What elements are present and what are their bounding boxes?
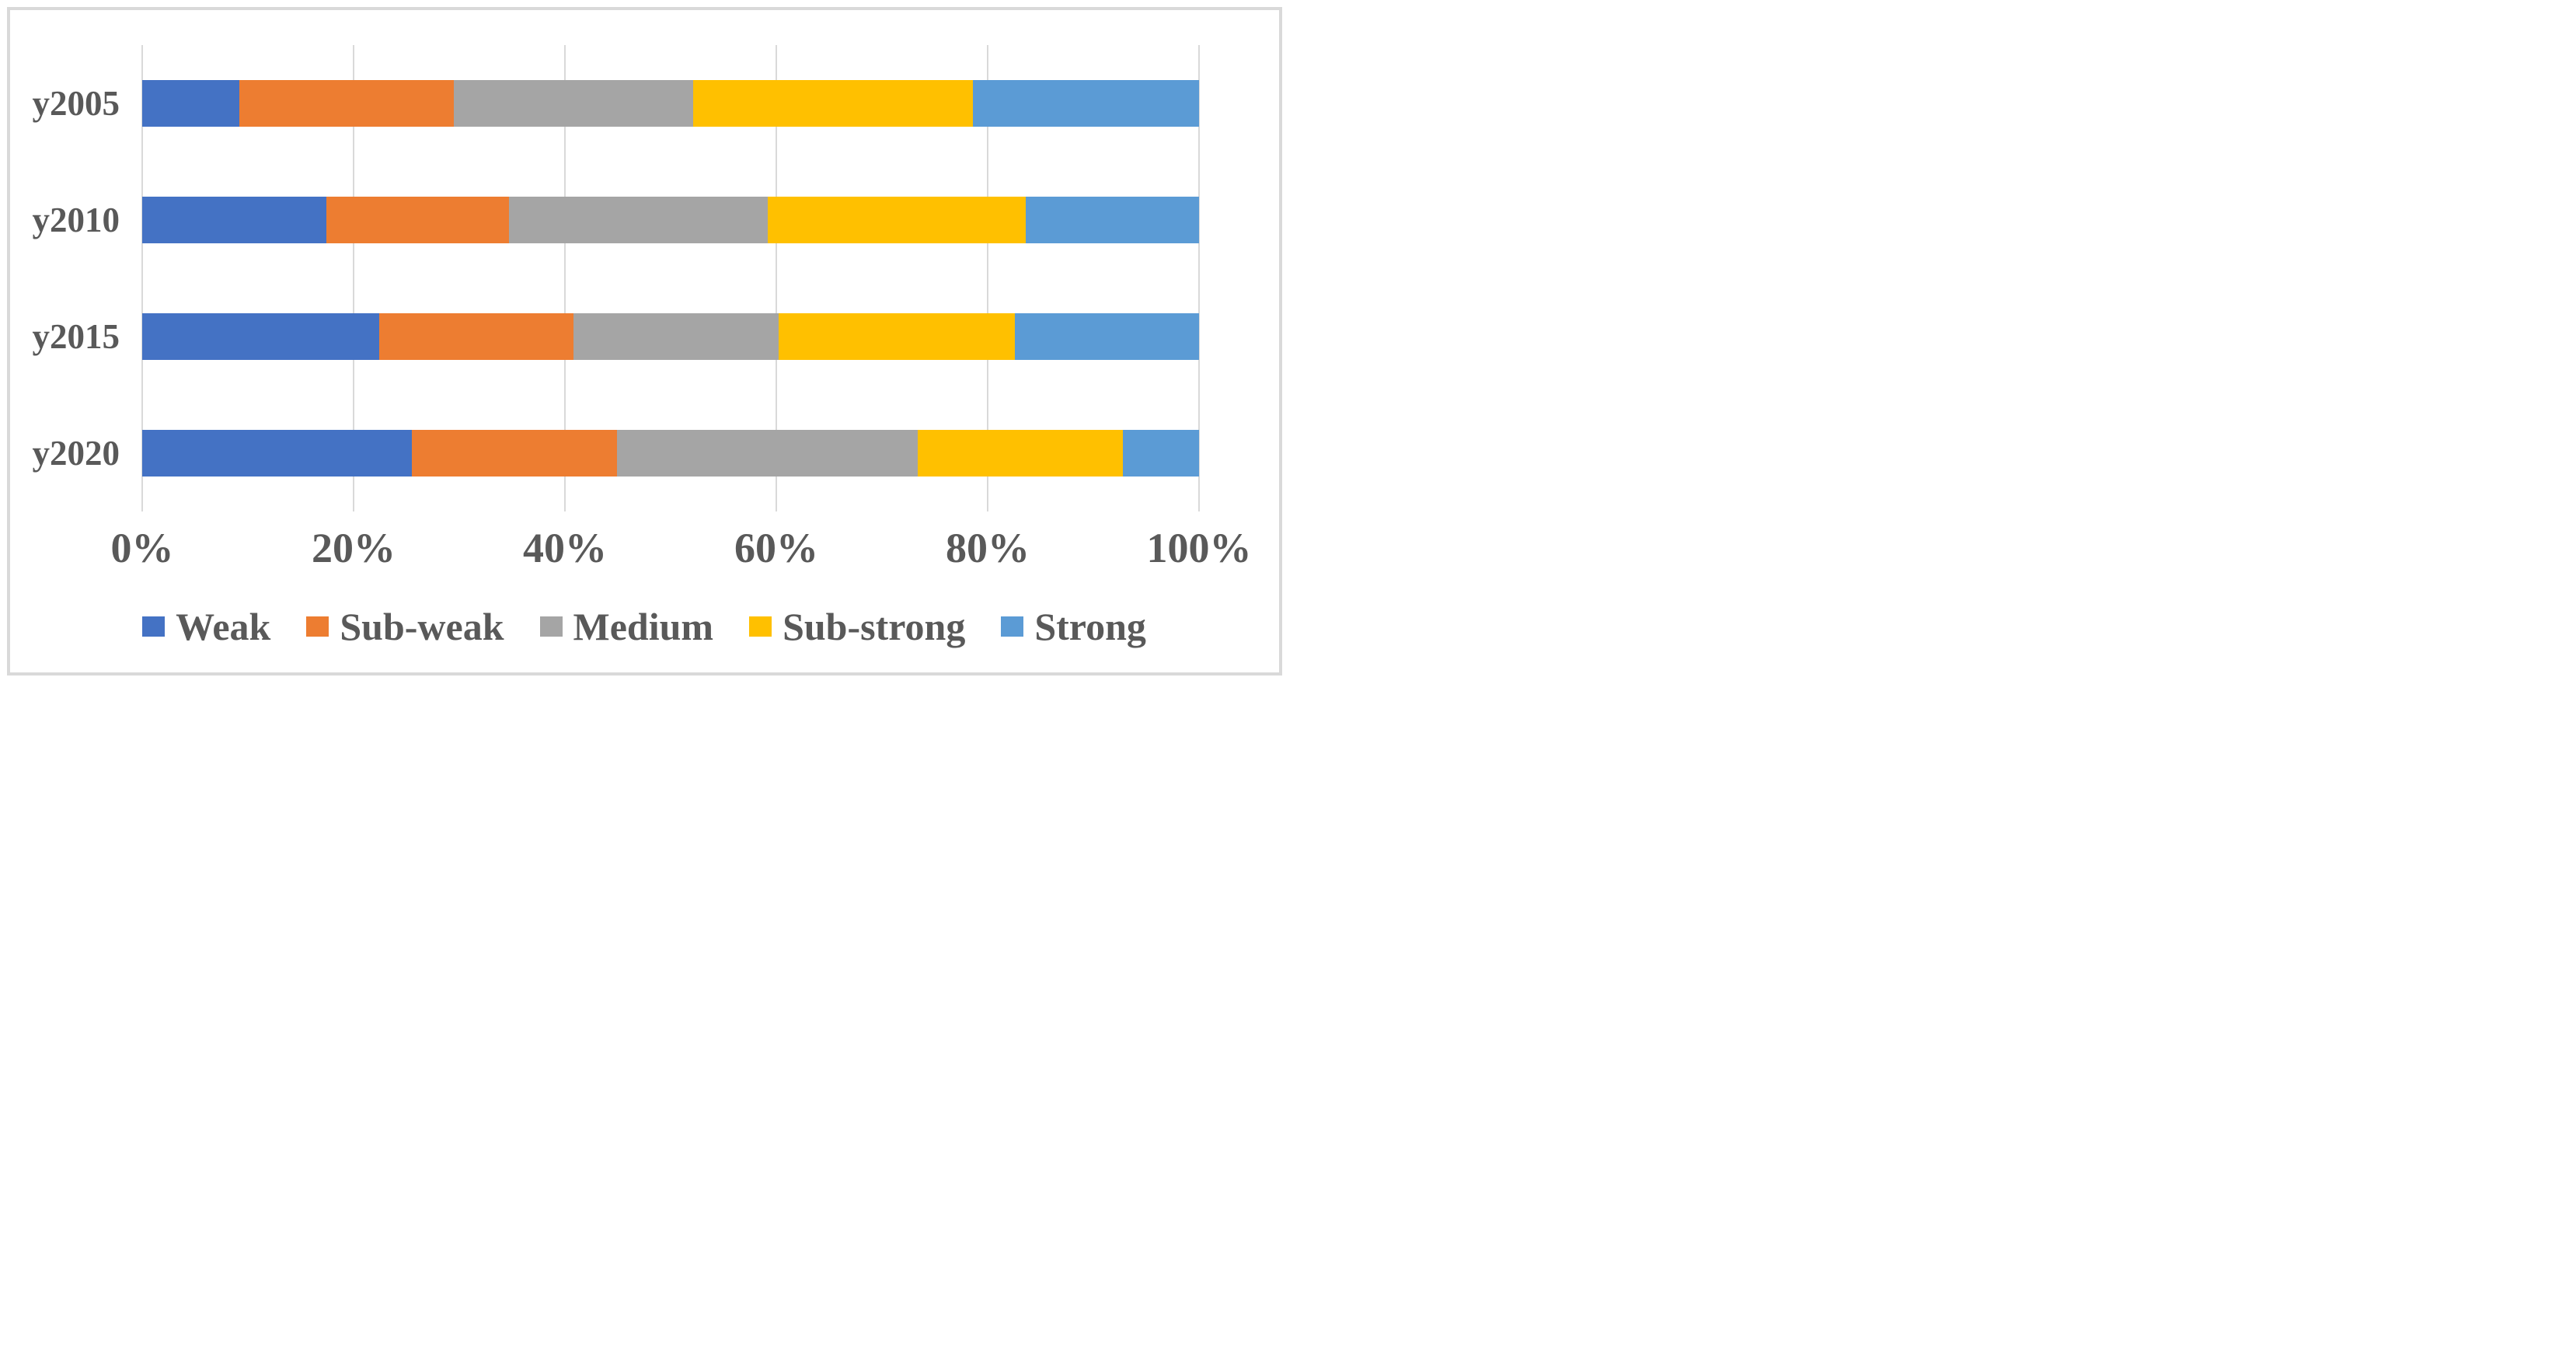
- bar-segment-sub-weak-y2020: [411, 430, 617, 477]
- category-label-y2010: y2010: [32, 201, 120, 239]
- bar-segment-strong-y2010: [1025, 197, 1199, 243]
- gridline-100%: [1198, 45, 1200, 511]
- bar-segment-strong-y2005: [972, 80, 1199, 127]
- bar-segment-strong-y2020: [1123, 430, 1199, 477]
- bar-segment-medium-y2010: [508, 197, 769, 243]
- legend-item-weak: Weak: [142, 599, 270, 655]
- gridline-20%: [353, 45, 354, 511]
- bar-segment-medium-y2020: [616, 430, 919, 477]
- legend-swatch-weak: [142, 616, 166, 637]
- gridline-80%: [987, 45, 988, 511]
- bar-row-y2010: [142, 197, 1199, 243]
- bar-segment-medium-y2015: [573, 313, 779, 360]
- legend-item-sub-strong: Sub-strong: [749, 599, 965, 655]
- bar-segment-medium-y2005: [454, 80, 693, 127]
- x-tick-label-100%: 100%: [1146, 525, 1252, 571]
- legend-swatch-medium: [539, 616, 563, 637]
- legend: Weak Sub-weak Medium Sub-strong Strong: [0, 599, 1288, 655]
- bar-segment-weak-y2005: [142, 80, 240, 127]
- x-tick-label-0%: 0%: [110, 525, 174, 571]
- legend-swatch-sub-weak: [306, 616, 329, 637]
- category-label-y2015: y2015: [32, 317, 120, 356]
- legend-item-medium: Medium: [539, 599, 714, 655]
- legend-label-sub-weak: Sub-weak: [340, 605, 504, 648]
- legend-label-weak: Weak: [176, 605, 271, 648]
- bar-segment-sub-strong-y2005: [692, 80, 973, 127]
- stacked-bar-chart-figure: y2005 y2010 y2015 y2020 0% 20% 40% 60% 80% 100% …: [0, 0, 1288, 682]
- legend-item-strong: Strong: [1001, 599, 1146, 655]
- bar-segment-sub-weak-y2010: [326, 197, 509, 243]
- bar-segment-weak-y2020: [142, 430, 412, 477]
- category-label-y2020: y2020: [32, 434, 120, 473]
- bar-segment-sub-weak-y2005: [239, 80, 455, 127]
- gridline-0%: [141, 45, 143, 511]
- x-tick-label-20%: 20%: [312, 525, 396, 571]
- legend-label-sub-strong: Sub-strong: [783, 605, 966, 648]
- gridline-40%: [564, 45, 566, 511]
- bar-row-y2015: [142, 313, 1199, 360]
- gridline-60%: [776, 45, 777, 511]
- bar-segment-weak-y2010: [142, 197, 326, 243]
- legend-label-medium: Medium: [573, 605, 714, 648]
- bar-segment-sub-weak-y2015: [378, 313, 573, 360]
- bar-segment-strong-y2015: [1015, 313, 1199, 360]
- legend-label-strong: Strong: [1034, 605, 1146, 648]
- bar-segment-sub-strong-y2010: [768, 197, 1026, 243]
- bar-segment-sub-strong-y2015: [778, 313, 1016, 360]
- bar-row-y2005: [142, 80, 1199, 127]
- legend-swatch-sub-strong: [749, 616, 772, 637]
- bar-segment-weak-y2015: [142, 313, 379, 360]
- legend-item-sub-weak: Sub-weak: [306, 599, 504, 655]
- bar-segment-sub-strong-y2020: [918, 430, 1124, 477]
- legend-swatch-strong: [1001, 616, 1024, 637]
- x-tick-label-60%: 60%: [734, 525, 818, 571]
- bar-row-y2020: [142, 430, 1199, 477]
- x-tick-label-80%: 80%: [946, 525, 1030, 571]
- plot-area: [141, 45, 1200, 511]
- category-label-y2005: y2005: [32, 84, 120, 123]
- x-tick-label-40%: 40%: [523, 525, 607, 571]
